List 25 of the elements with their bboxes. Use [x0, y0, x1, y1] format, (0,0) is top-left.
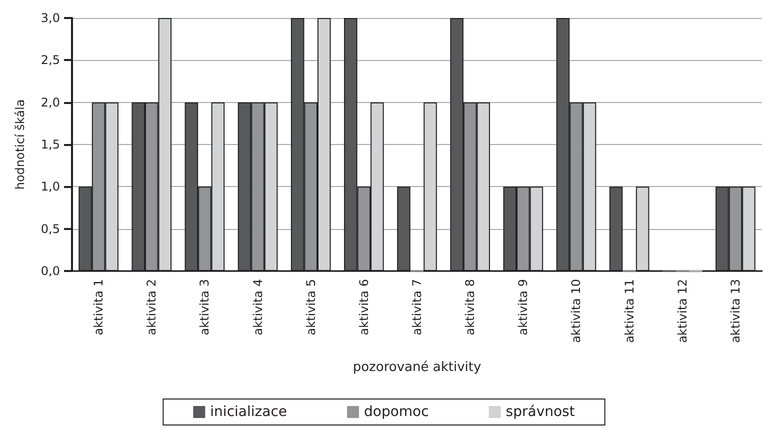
x-tick-label: aktivita 6 — [356, 279, 371, 336]
y-tick-label: 2,0 — [40, 95, 60, 110]
legend-label: správnost — [506, 404, 576, 420]
x-tick-label: aktivita 8 — [463, 279, 478, 336]
y-tick-label: 1,0 — [40, 180, 60, 194]
y-tick-label: 0,5 — [40, 222, 60, 236]
x-tick-label: aktivita 3 — [198, 279, 212, 336]
legend-label: dopomoc — [364, 404, 429, 420]
legend-label: inicializace — [210, 404, 288, 420]
x-tick-label: aktivita 4 — [250, 279, 265, 336]
x-tick-label: aktivita 2 — [144, 279, 159, 336]
x-tick-label: aktivita 11 — [622, 279, 636, 343]
x-tick-label: aktivita 9 — [516, 279, 530, 336]
y-axis-title: hodnoticí škála — [13, 99, 27, 190]
x-axis-title: pozorované aktivity — [352, 360, 482, 375]
x-tick-label: aktivita 5 — [304, 279, 318, 336]
y-tick-label: 3,0 — [40, 11, 60, 25]
x-tick-label: aktivita 7 — [410, 279, 424, 336]
x-tick-label: aktivita 12 — [675, 279, 690, 343]
x-tick-label: aktivita 10 — [569, 279, 584, 343]
x-tick-label: aktivita 13 — [728, 279, 742, 343]
y-tick-label: 1,5 — [40, 138, 60, 152]
y-tick-label: 0,0 — [40, 264, 60, 278]
y-tick-label: 2,5 — [40, 53, 60, 68]
x-tick-label: aktivita 1 — [92, 279, 106, 336]
